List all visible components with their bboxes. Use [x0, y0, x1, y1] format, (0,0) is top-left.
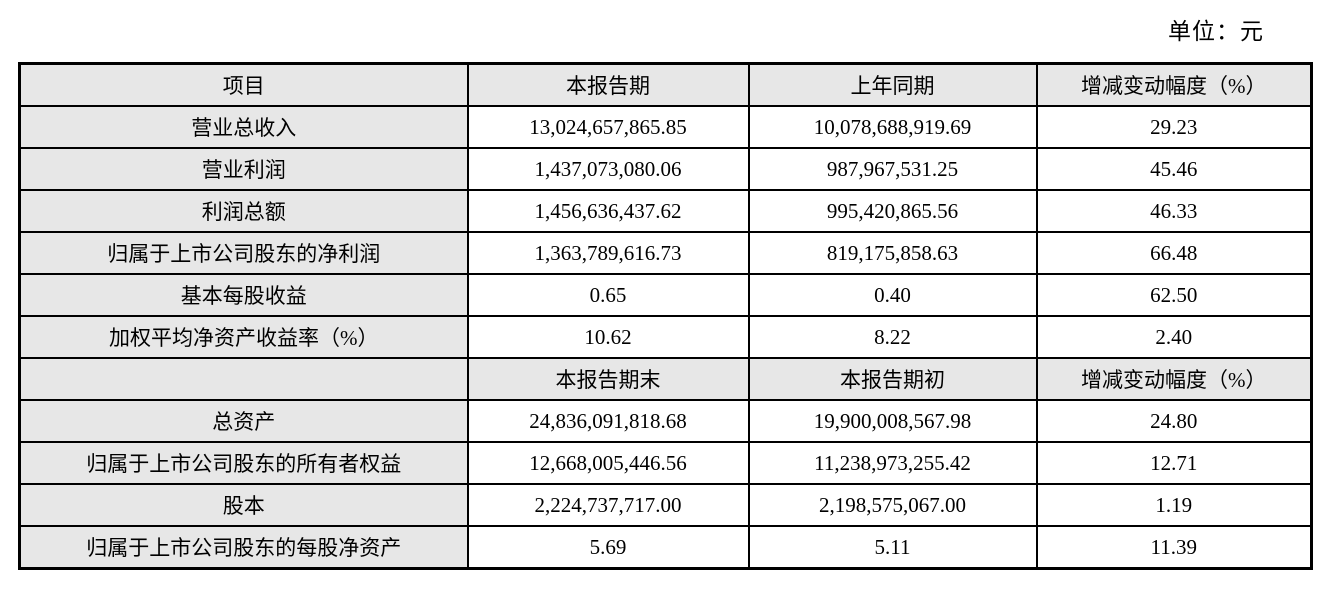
item-name-cell: 归属于上市公司股东的净利润 [18, 231, 469, 275]
table-row-total-assets: 总资产 24,836,091,818.68 19,900,008,567.98 … [18, 399, 1313, 443]
column-header-item: 项目 [18, 62, 469, 107]
prior-period-cell: 987,967,531.25 [747, 147, 1038, 191]
column-header-change-pct: 增减变动幅度（%） [1035, 62, 1313, 107]
table-row-share-capital: 股本 2,224,737,717.00 2,198,575,067.00 1.1… [18, 483, 1313, 527]
header-row-period-end: 本报告期末 本报告期初 增减变动幅度（%） [18, 357, 1313, 401]
change-pct-cell: 12.71 [1035, 441, 1313, 485]
table-row-basic-eps: 基本每股收益 0.65 0.40 62.50 [18, 273, 1313, 317]
current-period-cell: 1,363,789,616.73 [466, 231, 750, 275]
table-row-net-profit-to-shareholders: 归属于上市公司股东的净利润 1,363,789,616.73 819,175,8… [18, 231, 1313, 275]
item-name-cell: 加权平均净资产收益率（%） [18, 315, 469, 359]
change-pct-cell: 11.39 [1035, 525, 1313, 570]
item-name-cell: 营业利润 [18, 147, 469, 191]
item-name-cell: 利润总额 [18, 189, 469, 233]
item-name-cell: 归属于上市公司股东的所有者权益 [18, 441, 469, 485]
change-pct-cell: 2.40 [1035, 315, 1313, 359]
column-header-current-period: 本报告期 [466, 62, 750, 107]
period-start-cell: 2,198,575,067.00 [747, 483, 1038, 527]
current-period-cell: 0.65 [466, 273, 750, 317]
change-pct-cell: 66.48 [1035, 231, 1313, 275]
table-row-weighted-avg-roe: 加权平均净资产收益率（%） 10.62 8.22 2.40 [18, 315, 1313, 359]
prior-period-cell: 0.40 [747, 273, 1038, 317]
financial-summary-table: 项目 本报告期 上年同期 增减变动幅度（%） 营业总收入 13,024,657,… [18, 62, 1313, 570]
table-row-operating-profit: 营业利润 1,437,073,080.06 987,967,531.25 45.… [18, 147, 1313, 191]
change-pct-cell: 24.80 [1035, 399, 1313, 443]
period-end-cell: 2,224,737,717.00 [466, 483, 750, 527]
table-row-net-assets-per-share: 归属于上市公司股东的每股净资产 5.69 5.11 11.39 [18, 525, 1313, 570]
prior-period-cell: 10,078,688,919.69 [747, 105, 1038, 149]
current-period-cell: 1,437,073,080.06 [466, 147, 750, 191]
prior-period-cell: 8.22 [747, 315, 1038, 359]
period-start-cell: 5.11 [747, 525, 1038, 570]
change-pct-cell: 62.50 [1035, 273, 1313, 317]
column-header-change-pct: 增减变动幅度（%） [1035, 357, 1313, 401]
prior-period-cell: 819,175,858.63 [747, 231, 1038, 275]
header-row-period: 项目 本报告期 上年同期 增减变动幅度（%） [18, 62, 1313, 107]
current-period-cell: 10.62 [466, 315, 750, 359]
table-row-owners-equity: 归属于上市公司股东的所有者权益 12,668,005,446.56 11,238… [18, 441, 1313, 485]
period-start-cell: 19,900,008,567.98 [747, 399, 1038, 443]
item-name-cell: 总资产 [18, 399, 469, 443]
item-name-cell: 营业总收入 [18, 105, 469, 149]
period-end-cell: 12,668,005,446.56 [466, 441, 750, 485]
column-header-period-start: 本报告期初 [747, 357, 1038, 401]
period-end-cell: 24,836,091,818.68 [466, 399, 750, 443]
change-pct-cell: 1.19 [1035, 483, 1313, 527]
table-row-total-profit: 利润总额 1,456,636,437.62 995,420,865.56 46.… [18, 189, 1313, 233]
period-start-cell: 11,238,973,255.42 [747, 441, 1038, 485]
column-header-prior-period: 上年同期 [747, 62, 1038, 107]
change-pct-cell: 29.23 [1035, 105, 1313, 149]
change-pct-cell: 46.33 [1035, 189, 1313, 233]
change-pct-cell: 45.46 [1035, 147, 1313, 191]
unit-label: 单位：元 [1168, 19, 1264, 44]
item-name-cell: 归属于上市公司股东的每股净资产 [18, 525, 469, 570]
table-row-total-revenue: 营业总收入 13,024,657,865.85 10,078,688,919.6… [18, 105, 1313, 149]
item-name-cell: 股本 [18, 483, 469, 527]
column-header-blank [18, 357, 469, 401]
period-end-cell: 5.69 [466, 525, 750, 570]
current-period-cell: 1,456,636,437.62 [466, 189, 750, 233]
item-name-cell: 基本每股收益 [18, 273, 469, 317]
prior-period-cell: 995,420,865.56 [747, 189, 1038, 233]
current-period-cell: 13,024,657,865.85 [466, 105, 750, 149]
column-header-period-end: 本报告期末 [466, 357, 750, 401]
